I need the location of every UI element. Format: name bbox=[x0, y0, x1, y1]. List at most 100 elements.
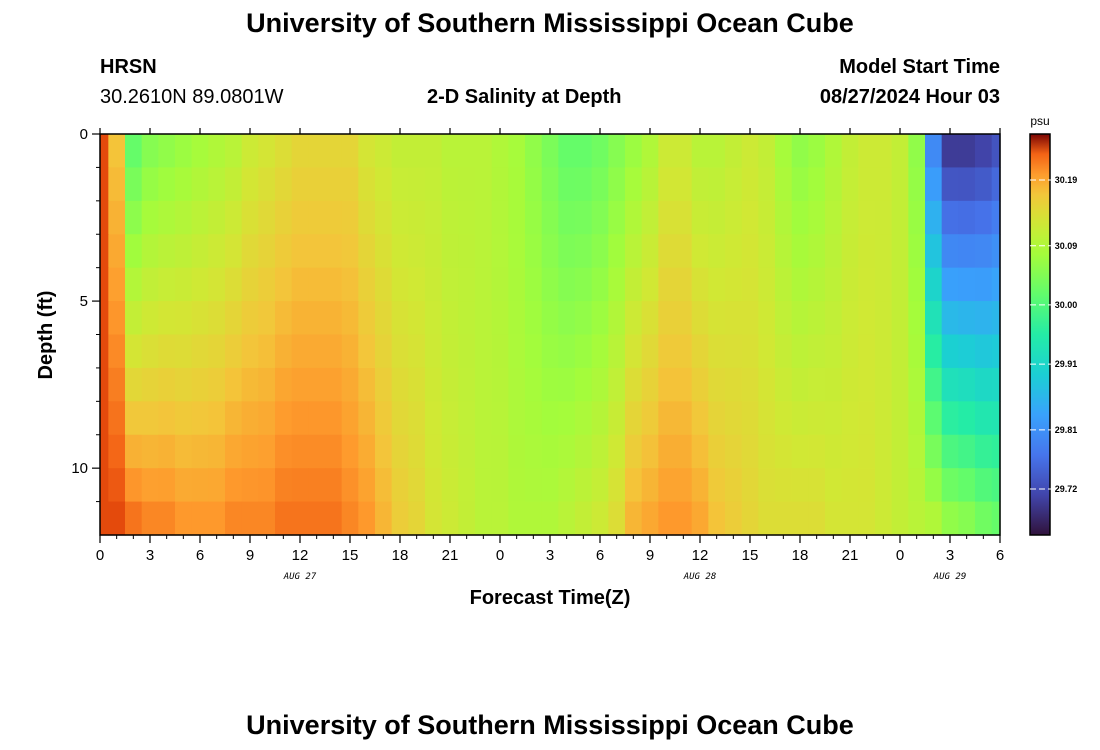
heatmap-cell bbox=[508, 468, 526, 503]
heatmap-cell bbox=[858, 200, 876, 235]
heatmap-cell bbox=[375, 267, 393, 302]
heatmap-cell bbox=[891, 501, 909, 536]
heatmap-cell bbox=[625, 367, 643, 402]
y-tick-label: 0 bbox=[80, 126, 88, 143]
x-tick-label: 15 bbox=[742, 547, 759, 564]
heatmap-cell bbox=[958, 301, 976, 336]
heatmap-cell bbox=[908, 200, 926, 235]
heatmap-cell bbox=[341, 367, 359, 402]
x-tick-label: 15 bbox=[342, 547, 359, 564]
heatmap-cell bbox=[608, 301, 626, 336]
heatmap-cell bbox=[175, 134, 193, 169]
heatmap-cell bbox=[991, 301, 1001, 336]
heatmap-cell bbox=[558, 501, 576, 536]
heatmap-cell bbox=[941, 401, 959, 436]
heatmap-cell bbox=[175, 301, 193, 336]
heatmap-cell bbox=[208, 434, 226, 469]
heatmap-cell bbox=[125, 468, 143, 503]
colorbar-tick-label: 29.81 bbox=[1055, 425, 1078, 435]
heatmap-cell bbox=[741, 167, 759, 202]
heatmap-cell bbox=[108, 301, 126, 336]
heatmap-cell bbox=[391, 334, 409, 369]
heatmap-cell bbox=[291, 468, 309, 503]
heatmap-cell bbox=[458, 134, 476, 169]
x-tick-label: 18 bbox=[792, 547, 809, 564]
heatmap-cell bbox=[858, 167, 876, 202]
heatmap-cell bbox=[625, 267, 643, 302]
heatmap-cell bbox=[275, 234, 293, 269]
heatmap-cell bbox=[208, 267, 226, 302]
heatmap-cell bbox=[908, 468, 926, 503]
heatmap-cell bbox=[225, 501, 243, 536]
heatmap-cell bbox=[741, 234, 759, 269]
heatmap-cell bbox=[258, 234, 276, 269]
heatmap-cell bbox=[708, 134, 726, 169]
colorbar-tick-label: 30.09 bbox=[1055, 241, 1078, 251]
heatmap-cell bbox=[908, 434, 926, 469]
heatmap-cell bbox=[391, 167, 409, 202]
heatmap-cell bbox=[575, 167, 593, 202]
heatmap-cell bbox=[825, 200, 843, 235]
heatmap-cell bbox=[975, 334, 993, 369]
heatmap-cell bbox=[525, 367, 543, 402]
heatmap-cell bbox=[858, 234, 876, 269]
heatmap-cell bbox=[758, 234, 776, 269]
heatmap-cell bbox=[275, 434, 293, 469]
heatmap-cell bbox=[691, 167, 709, 202]
heatmap-cell bbox=[208, 200, 226, 235]
heatmap-cell bbox=[175, 367, 193, 402]
heatmap-cell bbox=[241, 334, 259, 369]
heatmap-cell bbox=[441, 200, 459, 235]
heatmap-cell bbox=[391, 301, 409, 336]
heatmap-cell bbox=[100, 334, 109, 369]
heatmap-cell bbox=[658, 468, 676, 503]
heatmap-cell bbox=[191, 234, 209, 269]
heatmap-cell bbox=[158, 334, 176, 369]
heatmap-cell bbox=[125, 234, 143, 269]
heatmap-cell bbox=[808, 200, 826, 235]
heatmap-cell bbox=[541, 267, 559, 302]
heatmap-cell bbox=[441, 468, 459, 503]
heatmap-cell bbox=[358, 367, 376, 402]
heatmap-cell bbox=[141, 468, 159, 503]
heatmap-cell bbox=[575, 501, 593, 536]
heatmap-cell bbox=[741, 468, 759, 503]
heatmap-cell bbox=[541, 167, 559, 202]
x-tick-label: 18 bbox=[392, 547, 409, 564]
heatmap-cell bbox=[691, 468, 709, 503]
heatmap-cell bbox=[841, 334, 859, 369]
heatmap-cell bbox=[791, 167, 809, 202]
heatmap-cell bbox=[658, 501, 676, 536]
heatmap-cell bbox=[625, 200, 643, 235]
heatmap-cell bbox=[241, 401, 259, 436]
heatmap-cell bbox=[325, 134, 343, 169]
heatmap-cell bbox=[441, 167, 459, 202]
heatmap-cell bbox=[741, 434, 759, 469]
heatmap-cell bbox=[808, 434, 826, 469]
heatmap-cell bbox=[158, 434, 176, 469]
heatmap-cell bbox=[775, 434, 793, 469]
heatmap-cell bbox=[925, 200, 943, 235]
model-start-value: 08/27/2024 Hour 03 bbox=[819, 86, 1000, 108]
heatmap-cell bbox=[208, 501, 226, 536]
heatmap-cell bbox=[975, 401, 993, 436]
heatmap-cell bbox=[100, 167, 109, 202]
heatmap-cell bbox=[291, 167, 309, 202]
heatmap-cell bbox=[508, 401, 526, 436]
heatmap-cell bbox=[275, 334, 293, 369]
heatmap-cell bbox=[858, 501, 876, 536]
heatmap-cell bbox=[908, 301, 926, 336]
heatmap-cell bbox=[725, 267, 743, 302]
heatmap-cell bbox=[575, 367, 593, 402]
heatmap-cell bbox=[358, 167, 376, 202]
heatmap-cell bbox=[158, 367, 176, 402]
heatmap-cell bbox=[391, 267, 409, 302]
heatmap-cell bbox=[375, 234, 393, 269]
heatmap-cell bbox=[641, 334, 659, 369]
heatmap-cell bbox=[641, 501, 659, 536]
heatmap-cell bbox=[458, 200, 476, 235]
x-tick-label: 0 bbox=[96, 547, 104, 564]
heatmap-cell bbox=[691, 334, 709, 369]
heatmap-cell bbox=[508, 334, 526, 369]
heatmap-cell bbox=[958, 468, 976, 503]
